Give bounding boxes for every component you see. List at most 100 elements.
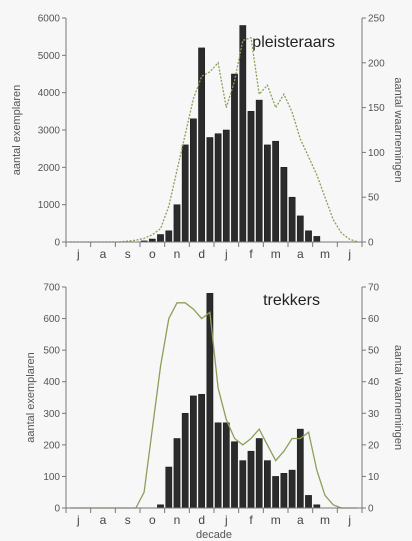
month-label: m [320,247,330,261]
bar [190,118,197,243]
month-label: a [100,247,107,261]
y2-tick-label: 250 [368,14,385,25]
panel-title: pleisteraars [252,34,335,51]
bar [247,450,255,509]
y-tick-label: 6000 [38,14,61,25]
y-tick-label: 2000 [38,163,61,174]
month-label: j [224,513,228,527]
y2-tick-label: 20 [368,440,380,451]
bar [313,236,321,243]
y-tick-label: 400 [43,377,60,388]
bar [305,230,312,243]
month-label: m [271,513,281,527]
bar [165,466,173,509]
y2-tick-label: 40 [368,377,380,388]
y2-tick-label: 60 [368,314,380,325]
month-label: n [174,513,181,527]
observations-line [70,36,359,243]
bar [206,137,214,243]
bar [280,473,288,509]
y-tick-label: 0 [54,504,60,515]
bar [272,476,279,509]
bar [296,428,304,509]
bar [288,196,296,243]
bar [288,469,296,509]
bar [222,129,230,243]
y-tick-label: 300 [43,409,60,420]
month-label: j [76,247,80,261]
panel-title: trekkers [263,292,320,309]
bar [214,422,222,509]
y-tick-label: 100 [43,472,60,483]
y-tick-label: 600 [43,314,60,325]
month-label: a [100,513,107,527]
month-label: j [347,513,351,527]
month-label: n [174,247,181,261]
month-label: a [297,247,304,261]
bar [173,438,181,509]
bar [280,167,288,243]
bar [239,25,247,243]
y-tick-label: 0 [54,238,60,249]
bar [181,144,189,243]
month-label: o [149,513,156,527]
month-label: f [249,247,253,261]
y2-tick-label: 50 [368,346,380,357]
y-tick-label: 700 [43,283,60,294]
y-tick-label: 500 [43,346,60,357]
y2-tick-label: 0 [368,504,374,515]
bar [206,293,214,509]
bar [181,413,189,509]
bar [165,230,173,243]
bar [214,133,222,243]
y-axis-title: aantal exemplaren [11,85,23,176]
bar [272,140,279,243]
bar [247,111,255,243]
month-label: s [125,513,131,527]
bar [231,73,238,243]
bar [255,438,263,509]
y2-tick-label: 200 [368,58,385,69]
month-label: m [320,513,330,527]
bar [239,460,247,509]
y-tick-label: 3000 [38,126,61,137]
bar [255,99,263,243]
month-label: m [271,247,281,261]
month-label: d [198,513,205,527]
y-tick-label: 4000 [38,88,61,99]
bar [198,394,205,509]
y2-axis-title: aantal waarnemingen [392,77,404,182]
month-label: o [149,247,156,261]
bar [264,460,271,509]
month-label: s [125,247,131,261]
month-label: a [297,513,304,527]
month-label: d [198,247,205,261]
x-axis-title: decade [196,529,232,541]
y2-tick-label: 150 [368,103,385,114]
month-label: j [224,247,228,261]
month-label: f [249,513,253,527]
y2-tick-label: 30 [368,409,380,420]
bar [231,441,238,509]
bar [173,204,181,243]
y2-axis-title: aantal waarnemingen [392,345,404,450]
y-axis-title: aantal exemplaren [25,352,37,443]
bar [198,47,205,243]
bar [296,215,304,243]
bar [264,144,271,243]
y-tick-label: 5000 [38,51,61,62]
y2-tick-label: 50 [368,193,380,204]
month-label: j [347,247,351,261]
bar [305,495,312,509]
y2-tick-label: 100 [368,148,385,159]
month-label: j [76,513,80,527]
y-tick-label: 200 [43,440,60,451]
observations-line [70,302,358,509]
y2-tick-label: 70 [368,283,380,294]
y2-tick-label: 10 [368,472,380,483]
y-tick-label: 1000 [38,200,61,211]
bar [190,395,197,509]
bar [222,422,230,509]
